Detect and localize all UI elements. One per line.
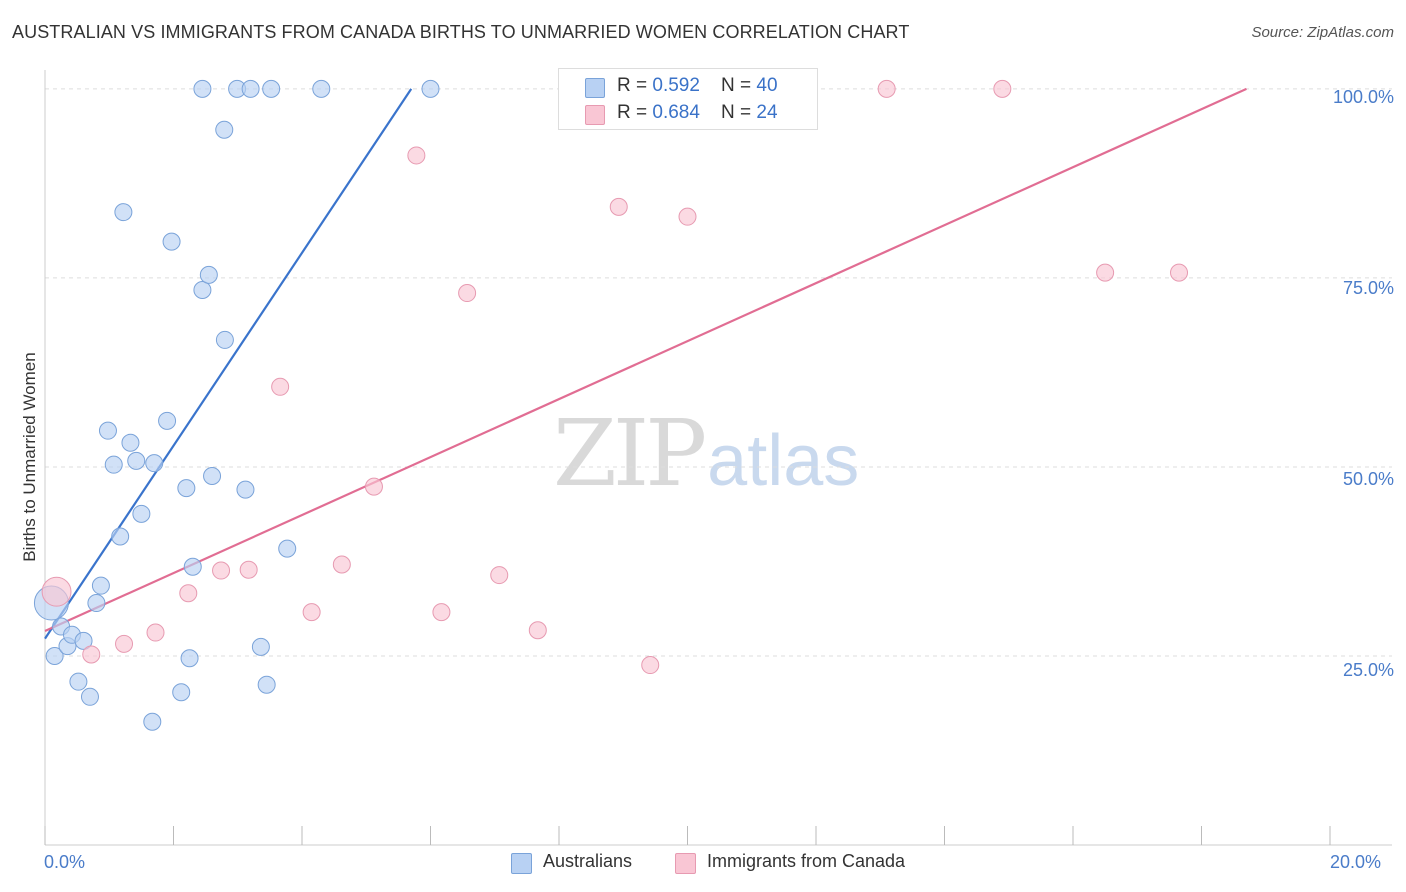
trend-line-australians	[44, 88, 413, 640]
legend-item-australians: Australians	[511, 851, 633, 874]
data-point-canada	[239, 560, 258, 579]
data-point-australians	[114, 203, 133, 222]
trend-line-canada	[44, 87, 1247, 633]
data-point-australians	[132, 504, 151, 523]
legend-swatch-australians	[585, 78, 605, 98]
data-point-canada	[364, 477, 383, 496]
data-point-canada	[490, 566, 509, 585]
data-point-canada	[641, 656, 660, 675]
r-label: R =	[617, 75, 653, 96]
data-point-australians	[158, 411, 177, 430]
data-point-canada	[609, 197, 628, 216]
y-tick-label-50: 50.0%	[1342, 469, 1394, 489]
data-point-australians	[91, 576, 110, 595]
data-point-canada	[115, 634, 134, 653]
data-point-canada	[332, 555, 351, 574]
data-point-australians	[262, 79, 281, 98]
data-point-canada	[458, 284, 477, 303]
data-point-australians	[98, 421, 117, 440]
data-point-australians	[236, 480, 255, 499]
data-point-australians	[193, 79, 212, 98]
data-point-australians	[183, 557, 202, 576]
data-point-australians	[312, 79, 331, 98]
data-point-canada	[146, 623, 165, 642]
data-point-australians	[121, 433, 140, 452]
axis-layer	[44, 70, 1392, 846]
data-point-australians	[127, 451, 146, 470]
x-tick-label-max: 20.0%	[1330, 852, 1382, 872]
data-point-canada	[179, 584, 198, 603]
data-point-canada	[1170, 263, 1189, 282]
x-tick-label-min: 0.0%	[44, 852, 86, 872]
y-tick-label-25: 25.0%	[1342, 660, 1394, 680]
data-point-australians	[241, 79, 260, 98]
data-point-australians	[74, 631, 93, 650]
data-point-australians	[143, 712, 162, 731]
data-point-australians	[421, 79, 440, 98]
data-point-australians	[111, 527, 130, 546]
watermark-zip: ZIP	[553, 400, 707, 507]
legend-swatch-australians	[511, 853, 532, 874]
points-layer	[33, 79, 1189, 731]
data-point-australians	[215, 330, 234, 349]
y-axis-label: Births to Unmarried Women	[20, 352, 39, 562]
data-point-canada	[993, 79, 1012, 98]
data-point-australians	[69, 672, 88, 691]
n-label: N =	[721, 75, 757, 96]
data-point-australians	[180, 649, 199, 668]
correlation-legend: R = 0.592 N = 40 R = 0.684 N = 24	[558, 68, 818, 130]
r-value: 0.684	[652, 102, 700, 123]
watermark-atlas: atlas	[707, 421, 860, 501]
data-point-canada	[1096, 263, 1115, 282]
data-point-canada	[212, 561, 231, 580]
legend-swatch-canada	[585, 105, 605, 125]
data-point-australians	[177, 479, 196, 498]
chart-title: AUSTRALIAN VS IMMIGRANTS FROM CANADA BIR…	[12, 22, 910, 42]
trend-layer	[44, 87, 1247, 640]
watermark: ZIPatlas	[553, 400, 859, 507]
source-label: Source: ZipAtlas.com	[1251, 24, 1394, 41]
data-point-canada	[271, 377, 290, 396]
data-point-australians	[278, 539, 297, 558]
r-label: R =	[617, 102, 653, 123]
data-point-australians	[215, 120, 234, 139]
data-point-australians	[162, 232, 181, 251]
data-point-australians	[145, 454, 164, 473]
data-point-canada	[528, 621, 547, 640]
data-point-australians	[104, 455, 123, 474]
data-point-australians	[87, 594, 106, 613]
n-value: 24	[756, 102, 778, 123]
data-point-australians	[199, 265, 218, 284]
data-point-australians	[172, 683, 191, 702]
data-point-australians	[257, 675, 276, 694]
legend-label-australians: Australians	[543, 851, 633, 871]
data-point-canada	[432, 603, 451, 622]
data-point-australians	[193, 281, 212, 300]
data-point-canada	[82, 645, 101, 664]
y-tick-label-100: 100.0%	[1332, 87, 1394, 107]
n-label: N =	[721, 102, 757, 123]
legend-swatch-canada	[675, 853, 696, 874]
data-point-australians	[251, 637, 270, 656]
legend-item-canada: Immigrants from Canada	[675, 851, 906, 874]
data-point-canada	[407, 146, 426, 165]
data-point-canada	[877, 79, 896, 98]
data-point-canada	[678, 207, 697, 226]
data-point-australians	[45, 646, 64, 665]
data-point-australians	[80, 687, 99, 706]
y-tick-label-75: 75.0%	[1342, 278, 1394, 298]
legend-label-canada: Immigrants from Canada	[707, 851, 906, 871]
r-value: 0.592	[652, 75, 700, 96]
data-point-canada	[302, 603, 321, 622]
data-point-canada	[41, 576, 72, 607]
data-point-australians	[203, 467, 222, 486]
n-value: 40	[756, 75, 778, 96]
